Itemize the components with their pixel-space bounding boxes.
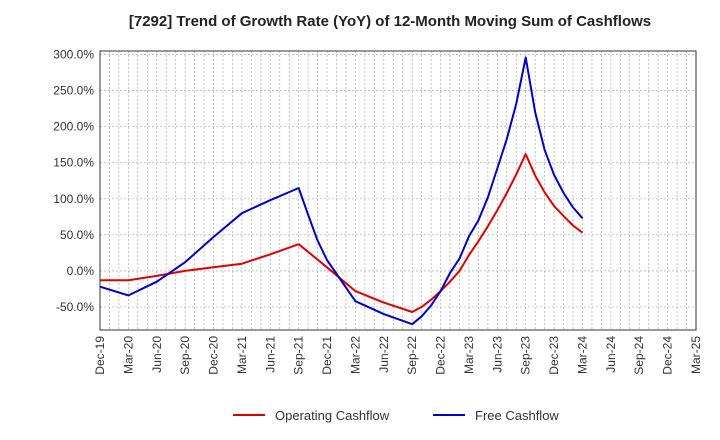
y-tick-label: 50.0% bbox=[60, 228, 94, 242]
y-axis-ticks: 300.0% 250.0% 200.0% 150.0% 100.0% 50.0% 0.0% -… bbox=[53, 48, 94, 314]
x-tick-label: Sep-20 bbox=[178, 336, 192, 375]
y-tick-label: 250.0% bbox=[53, 84, 94, 98]
series-lines bbox=[99, 56, 584, 326]
chart-title: [7292] Trend of Growth Rate (YoY) of 12-… bbox=[129, 13, 651, 30]
x-tick-label: Jun-20 bbox=[150, 336, 164, 373]
x-tick-label: Mar-21 bbox=[235, 336, 249, 374]
y-tick-label: 200.0% bbox=[53, 120, 94, 134]
x-tick-label: Mar-22 bbox=[348, 336, 362, 374]
x-tick-label: Mar-20 bbox=[121, 336, 135, 374]
axes bbox=[99, 50, 697, 331]
y-tick-label: -50.0% bbox=[56, 300, 94, 314]
y-tick-label: 300.0% bbox=[53, 48, 94, 62]
plot-frame bbox=[99, 50, 697, 331]
x-tick-label: Mar-24 bbox=[575, 336, 589, 374]
x-tick-label: Dec-22 bbox=[434, 336, 448, 375]
x-tick-label: Jun-23 bbox=[490, 336, 504, 373]
x-tick-label: Jun-24 bbox=[604, 336, 618, 373]
x-axis-ticks: Dec-19 Mar-20 Jun-20 Sep-20 Dec-20 Mar-21 Jun-… bbox=[93, 336, 703, 375]
series-line-operating-cashflow bbox=[100, 153, 584, 313]
y-tick-label: 0.0% bbox=[67, 264, 95, 278]
x-tick-label: Jun-22 bbox=[377, 336, 391, 373]
y-tick-label: 150.0% bbox=[53, 156, 94, 170]
grid bbox=[99, 51, 697, 330]
legend-label: Operating Cashflow bbox=[275, 408, 390, 423]
x-tick-label: Dec-20 bbox=[207, 336, 221, 375]
x-tick-label: Dec-19 bbox=[93, 336, 107, 375]
x-tick-label: Dec-21 bbox=[320, 336, 334, 375]
x-tick-label: Dec-23 bbox=[547, 336, 561, 375]
x-tick-label: Sep-21 bbox=[292, 336, 306, 375]
x-tick-label: Sep-23 bbox=[519, 336, 533, 375]
x-tick-label: Mar-25 bbox=[689, 336, 703, 374]
x-tick-label: Mar-23 bbox=[462, 336, 476, 374]
series-line-free-cashflow bbox=[99, 56, 584, 326]
legend-label: Free Cashflow bbox=[475, 408, 559, 423]
y-tick-label: 100.0% bbox=[53, 192, 94, 206]
x-tick-label: Sep-22 bbox=[405, 336, 419, 375]
x-tick-label: Sep-24 bbox=[632, 336, 646, 375]
x-tick-label: Dec-24 bbox=[661, 336, 675, 375]
legend: Operating Cashflow Free Cashflow bbox=[233, 408, 559, 423]
x-tick-label: Jun-21 bbox=[263, 336, 277, 373]
